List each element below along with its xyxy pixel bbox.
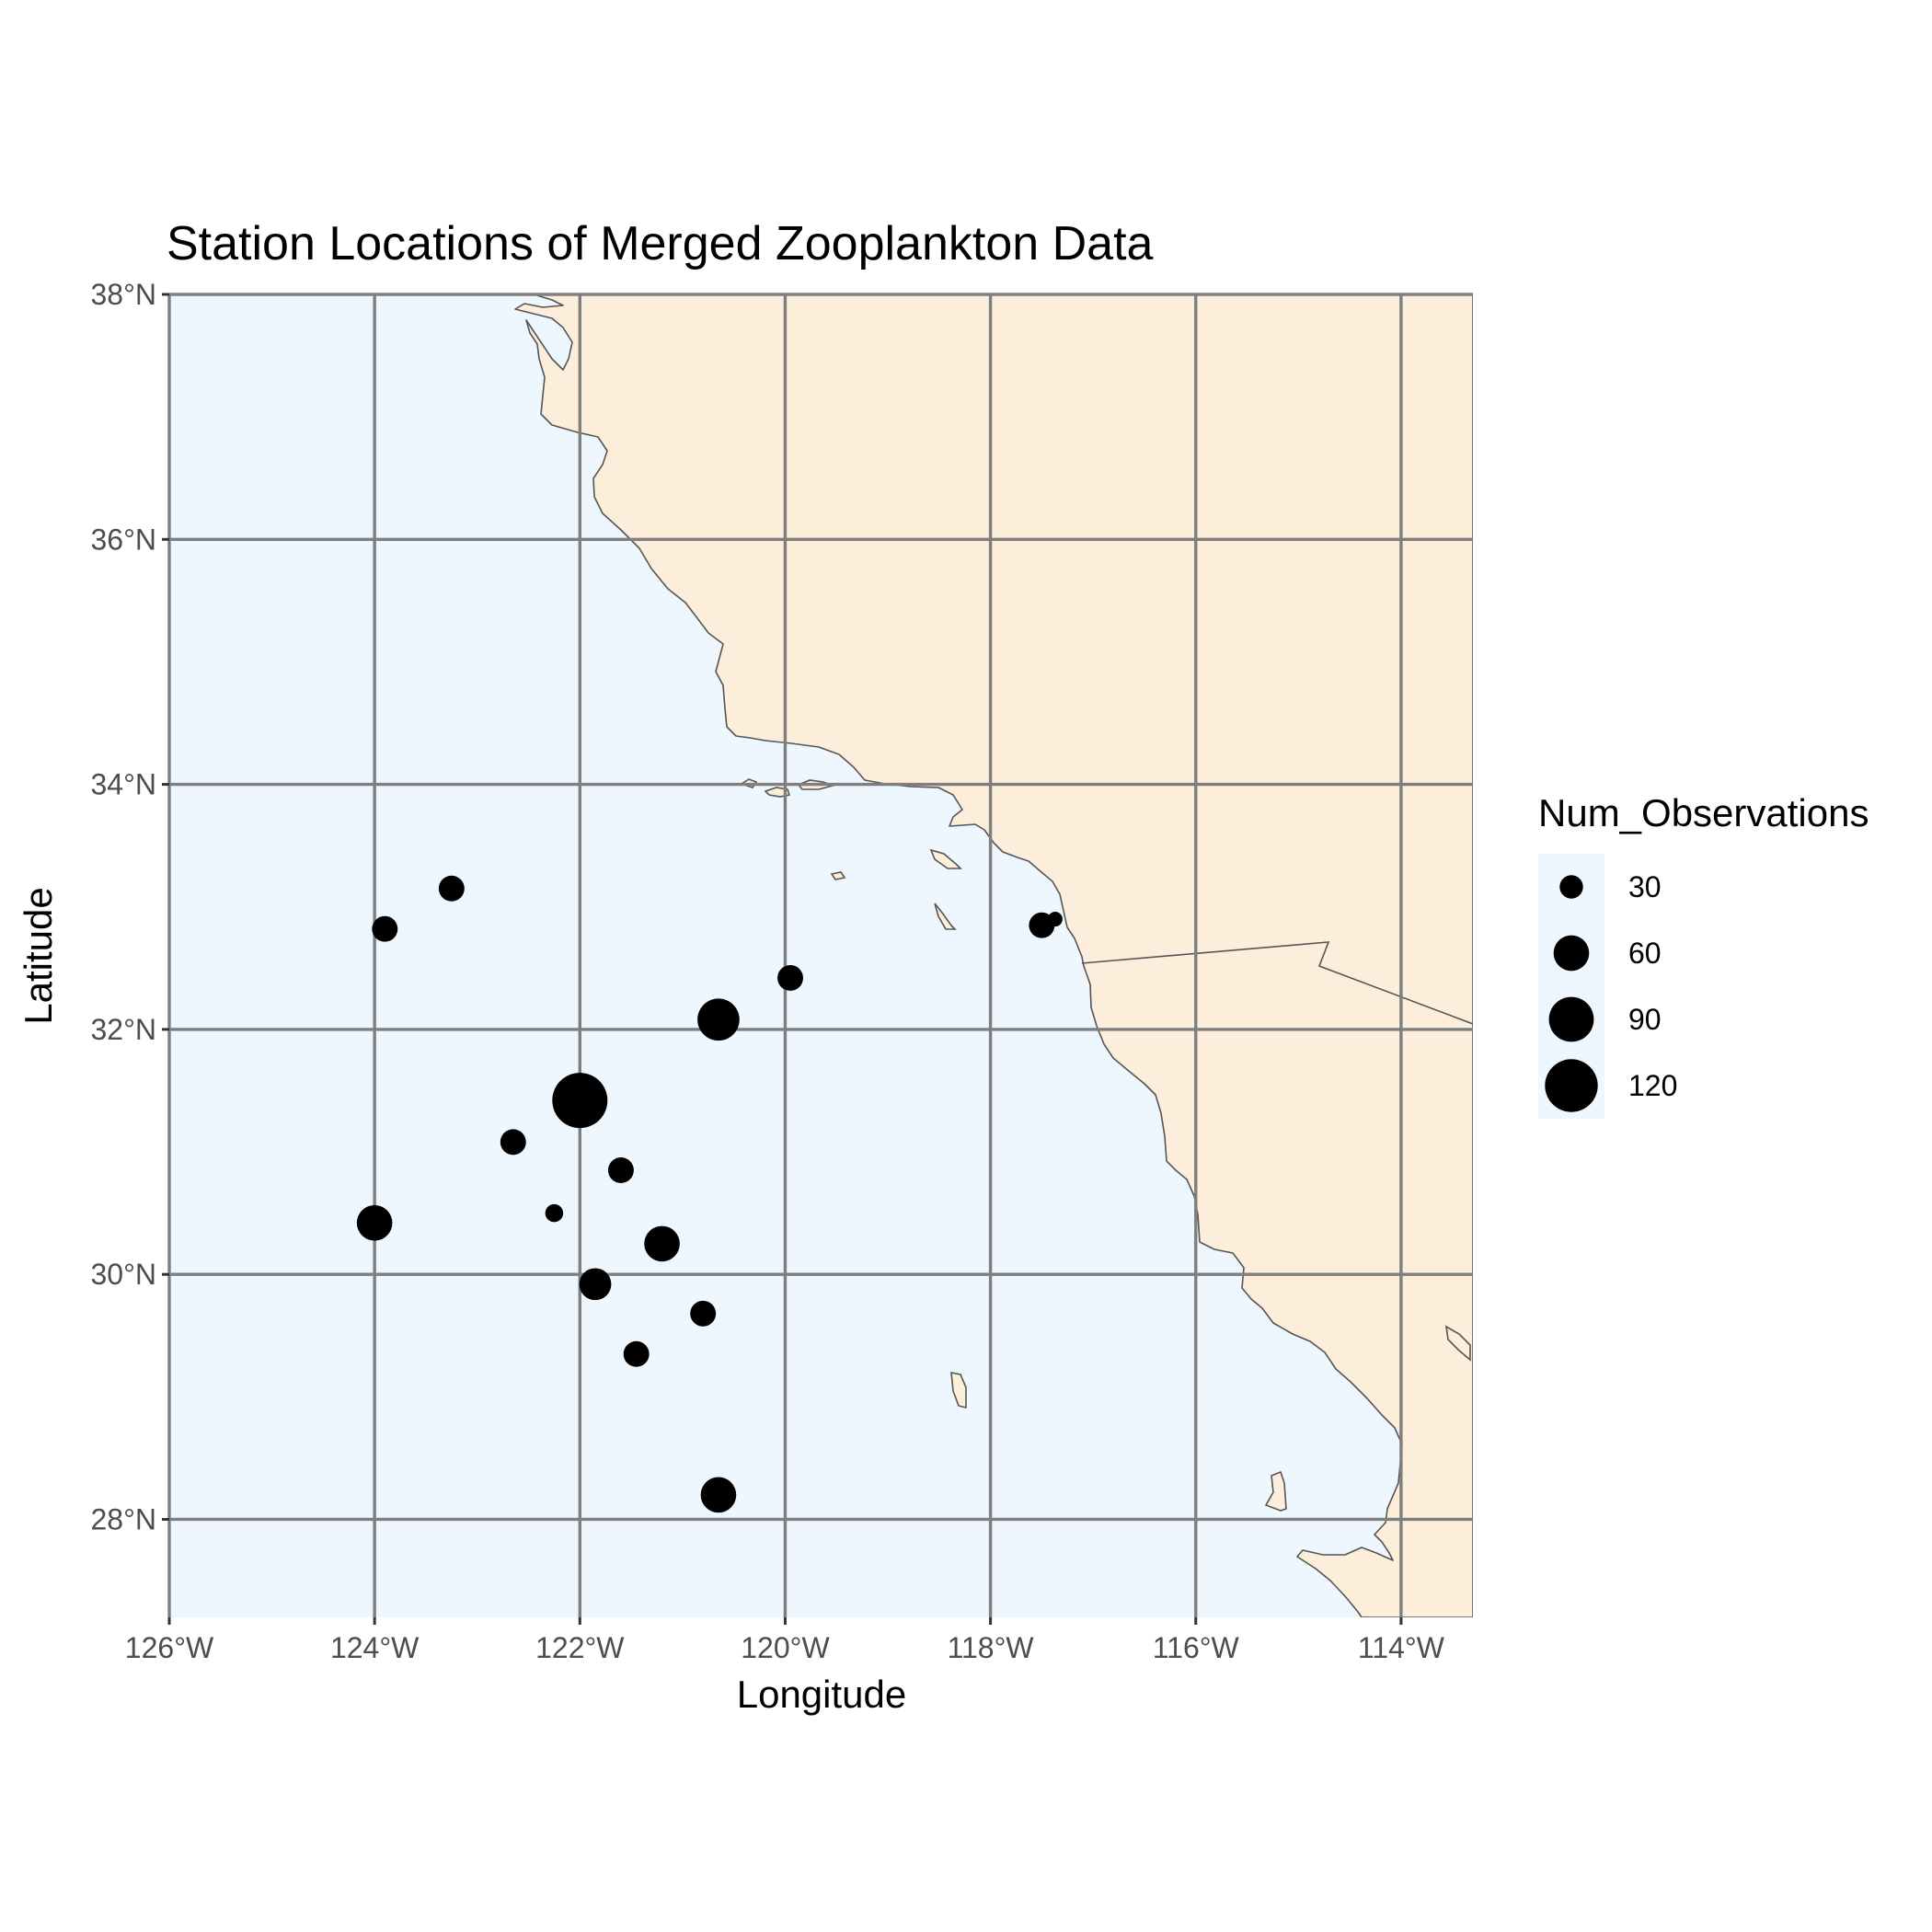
island-santa-catalina: [929, 848, 962, 869]
legend-label-3: 120: [1628, 1069, 1677, 1102]
station-points: [356, 875, 1063, 1513]
legend-title: Num_Observations: [1538, 791, 1869, 834]
axes: 126°W 124°W 122°W 120°W 118°W 116°W 114°W 28°N 3…: [91, 278, 1445, 1664]
island-san-clemente: [934, 903, 957, 930]
legend-label-2: 90: [1628, 1003, 1662, 1036]
station-point-11: [644, 1225, 680, 1262]
station-point-9: [545, 1203, 564, 1223]
legend-label-0: 30: [1628, 870, 1662, 903]
island-guadalupe: [950, 1372, 967, 1409]
station-point-0: [438, 875, 465, 902]
island-cedros: [1264, 1470, 1287, 1512]
islands-layer: [740, 778, 1471, 1512]
station-point-6: [552, 1073, 608, 1129]
station-point-10: [356, 1204, 393, 1241]
legend-key-3: [1545, 1059, 1598, 1112]
y-tick-label-0: 28°N: [91, 1502, 157, 1535]
legend-key-0: [1559, 875, 1583, 899]
station-point-8: [607, 1157, 634, 1183]
station-point-14: [623, 1340, 650, 1367]
gridlines: [167, 293, 1473, 1617]
station-point-7: [500, 1129, 526, 1156]
x-tick-label-2: 122°W: [535, 1631, 625, 1664]
station-point-13: [690, 1300, 717, 1327]
station-point-2: [777, 964, 803, 991]
legend-label-1: 60: [1628, 937, 1662, 970]
y-tick-label-5: 38°N: [91, 278, 157, 311]
chart-title: Station Locations of Merged Zooplankton …: [167, 217, 1154, 270]
legend-key-1: [1553, 935, 1590, 972]
x-tick-label-5: 116°W: [1153, 1631, 1240, 1664]
x-tick-label-3: 120°W: [741, 1631, 830, 1664]
station-point-1: [372, 915, 398, 942]
island-angel-de-la-guarda: [1444, 1325, 1471, 1362]
y-tick-label-2: 32°N: [91, 1013, 157, 1046]
x-tick-label-0: 126°W: [125, 1631, 214, 1664]
x-tick-label-1: 124°W: [330, 1631, 420, 1664]
legend-keys: 30 60 90 120: [1545, 870, 1677, 1112]
y-tick-label-3: 34°N: [91, 768, 157, 801]
station-point-12: [579, 1268, 612, 1301]
station-point-4: [1047, 912, 1063, 927]
station-point-5: [697, 998, 740, 1041]
station-point-15: [700, 1477, 737, 1513]
y-tick-label-1: 30°N: [91, 1258, 157, 1291]
legend-key-2: [1548, 996, 1594, 1042]
y-tick-label-4: 36°N: [91, 523, 157, 556]
island-santa-barbara: [830, 871, 846, 880]
size-legend: Num_Observations 30 60 90 120: [1538, 791, 1869, 1119]
x-tick-label-6: 114°W: [1358, 1631, 1445, 1664]
island-santa-rosa: [764, 787, 791, 798]
y-axis-title: Latitude: [17, 887, 60, 1024]
x-tick-label-4: 118°W: [948, 1631, 1035, 1664]
us-mexico-border: [1081, 941, 1473, 1025]
x-axis-title: Longitude: [737, 1673, 907, 1716]
